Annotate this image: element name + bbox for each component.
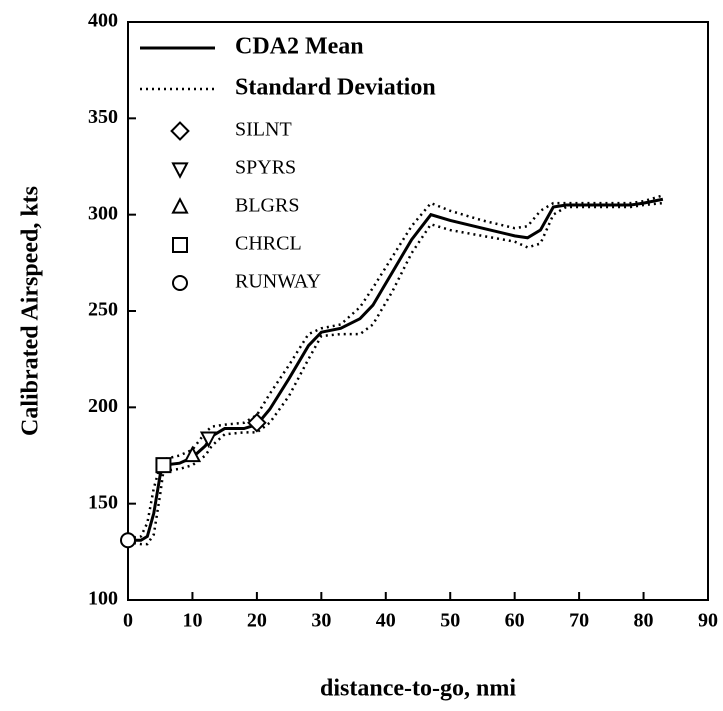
legend-label: RUNWAY: [235, 271, 321, 293]
legend-marker: [172, 237, 188, 253]
legend-marker: [172, 275, 188, 291]
x-tick-label: 10: [182, 610, 202, 632]
legend-marker: [170, 121, 190, 141]
y-tick-label: 350: [88, 106, 118, 128]
legend-label: Standard Deviation: [235, 75, 436, 101]
waypoint-marker: [183, 445, 202, 463]
legend-label: BLGRS: [235, 195, 299, 217]
x-tick-label: 20: [247, 610, 267, 632]
y-axis-label: Calibrated Airspeed, kts: [18, 186, 44, 436]
y-tick-label: 150: [88, 491, 118, 513]
legend-label: CHRCL: [235, 233, 302, 255]
legend-marker: [171, 197, 189, 214]
legend-label: SPYRS: [235, 157, 296, 179]
waypoint-marker: [199, 431, 218, 449]
deviation-line: [127, 201, 664, 546]
waypoint-marker: [247, 412, 267, 433]
y-tick-label: 200: [88, 395, 118, 417]
waypoint-marker: [155, 457, 172, 474]
x-tick-label: 60: [505, 610, 525, 632]
deviation-line: [127, 194, 664, 540]
x-tick-label: 40: [376, 610, 396, 632]
mean-line: [128, 197, 664, 542]
y-tick-label: 400: [88, 10, 118, 32]
y-tick-label: 250: [88, 299, 118, 321]
x-tick-label: 0: [123, 610, 133, 632]
waypoint-marker: [120, 532, 136, 549]
legend-label: CDA2 Mean: [235, 34, 364, 60]
x-tick-label: 70: [569, 610, 589, 632]
x-tick-label: 80: [634, 610, 654, 632]
legend-label: SILNT: [235, 119, 292, 141]
x-axis-label: distance-to-go, nmi: [320, 676, 516, 702]
legend-marker: [171, 162, 189, 179]
y-tick-label: 100: [88, 588, 118, 610]
x-tick-label: 50: [440, 610, 460, 632]
y-tick-label: 300: [88, 202, 118, 224]
x-tick-label: 90: [698, 610, 718, 632]
x-tick-label: 30: [311, 610, 331, 632]
plot-frame: [127, 21, 709, 601]
